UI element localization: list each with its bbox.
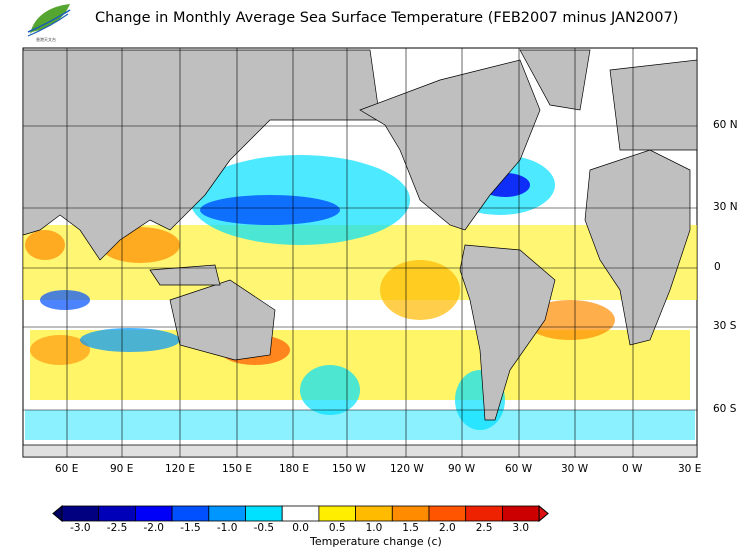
- lon-label: 60 W: [505, 463, 533, 475]
- colorbar-swatch: [428, 505, 467, 522]
- colorbar-swatch: [208, 505, 246, 522]
- colorbar-svg: [52, 504, 549, 523]
- lon-label: 0 W: [622, 463, 643, 475]
- colorbar-tick-label: 3.0: [512, 522, 530, 534]
- lon-label: 30 W: [561, 463, 589, 475]
- colorbar-tick-label: 0.5: [328, 522, 346, 534]
- svg-text:香港天文台: 香港天文台: [36, 36, 56, 42]
- lon-label: 90 E: [110, 463, 134, 475]
- sst-anomaly-patches: [23, 55, 697, 440]
- lat-label: 60 N: [713, 119, 738, 131]
- hko-logo: 香港天文台: [27, 4, 71, 42]
- lon-label: 180 E: [279, 463, 310, 475]
- lon-label: 150 W: [332, 463, 366, 475]
- colorbar-swatch: [245, 505, 283, 522]
- sst-map: [22, 47, 698, 458]
- colorbar-swatch: [281, 505, 320, 522]
- lat-label: 30 S: [713, 320, 737, 332]
- colorbar-tick-label: 2.0: [438, 522, 456, 534]
- lon-label: 90 W: [448, 463, 476, 475]
- colorbar-swatch: [318, 505, 356, 522]
- colorbar-tick-label: -1.5: [180, 522, 201, 534]
- colorbar-swatch: [61, 505, 100, 522]
- colorbar-tick-label: -2.0: [143, 522, 165, 534]
- colorbar-tick-label: 1.0: [365, 522, 383, 534]
- lat-label: 30 N: [713, 201, 738, 213]
- colorbar-tick-label: 0.0: [292, 522, 309, 534]
- chart-title: Change in Monthly Average Sea Surface Te…: [95, 10, 679, 26]
- colorbar-tick-label: 1.5: [402, 522, 419, 534]
- colorbar-swatch: [501, 505, 540, 522]
- lon-label: 150 E: [222, 463, 253, 475]
- lat-label: 60 S: [713, 403, 737, 415]
- land: [22, 49, 698, 458]
- colorbar-tick-label: -1.0: [216, 522, 238, 534]
- lon-label: 120 W: [390, 463, 424, 475]
- colorbar-swatch: [98, 505, 136, 522]
- colorbar-tick-label: -3.0: [70, 522, 91, 534]
- colorbar-tick-label: -0.5: [253, 522, 275, 534]
- colorbar-swatch: [391, 505, 430, 522]
- colorbar-over-arrow: [538, 504, 549, 523]
- colorbar-swatch: [171, 505, 210, 522]
- colorbar-tick-label: -2.5: [106, 522, 128, 534]
- colorbar-under-arrow: [52, 504, 63, 523]
- colorbar-swatch: [355, 505, 393, 522]
- graticule: [23, 48, 697, 457]
- colorbar-tick-label: 2.5: [475, 522, 493, 534]
- lon-label: 120 E: [165, 463, 196, 475]
- colorbar-swatch: [134, 505, 173, 522]
- colorbar-title: Temperature change (c): [310, 535, 442, 548]
- lon-label: 30 E: [678, 463, 702, 475]
- colorbar-swatch: [465, 505, 503, 522]
- lon-label: 60 E: [55, 463, 79, 475]
- lat-label: 0: [714, 261, 721, 273]
